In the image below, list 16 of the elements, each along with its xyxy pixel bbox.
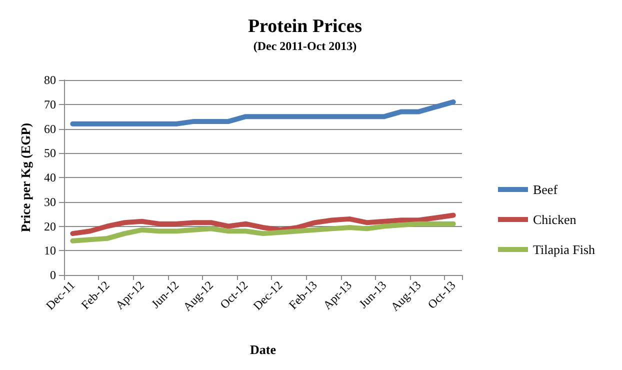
chart-subtitle: (Dec 2011-Oct 2013) [253,39,357,53]
y-tick-label: 0 [50,268,56,282]
y-tick-label: 30 [44,194,56,209]
chart-title: Protein Prices [248,16,362,37]
y-tick-label: 70 [44,97,56,112]
legend-label: Chicken [532,212,577,227]
y-axis-title: Price per Kg (EGP) [18,122,33,232]
y-tick-label: 80 [44,73,56,87]
legend-label: Tilapia Fish [532,242,596,257]
y-tick-label: 50 [44,146,56,160]
y-tick-label: 40 [44,170,56,184]
legend-label: Beef [532,182,558,197]
y-tick-label: 10 [44,244,56,258]
y-tick-label: 60 [44,122,56,136]
y-tick-label: 20 [44,219,56,234]
x-axis-title: Date [250,342,276,357]
